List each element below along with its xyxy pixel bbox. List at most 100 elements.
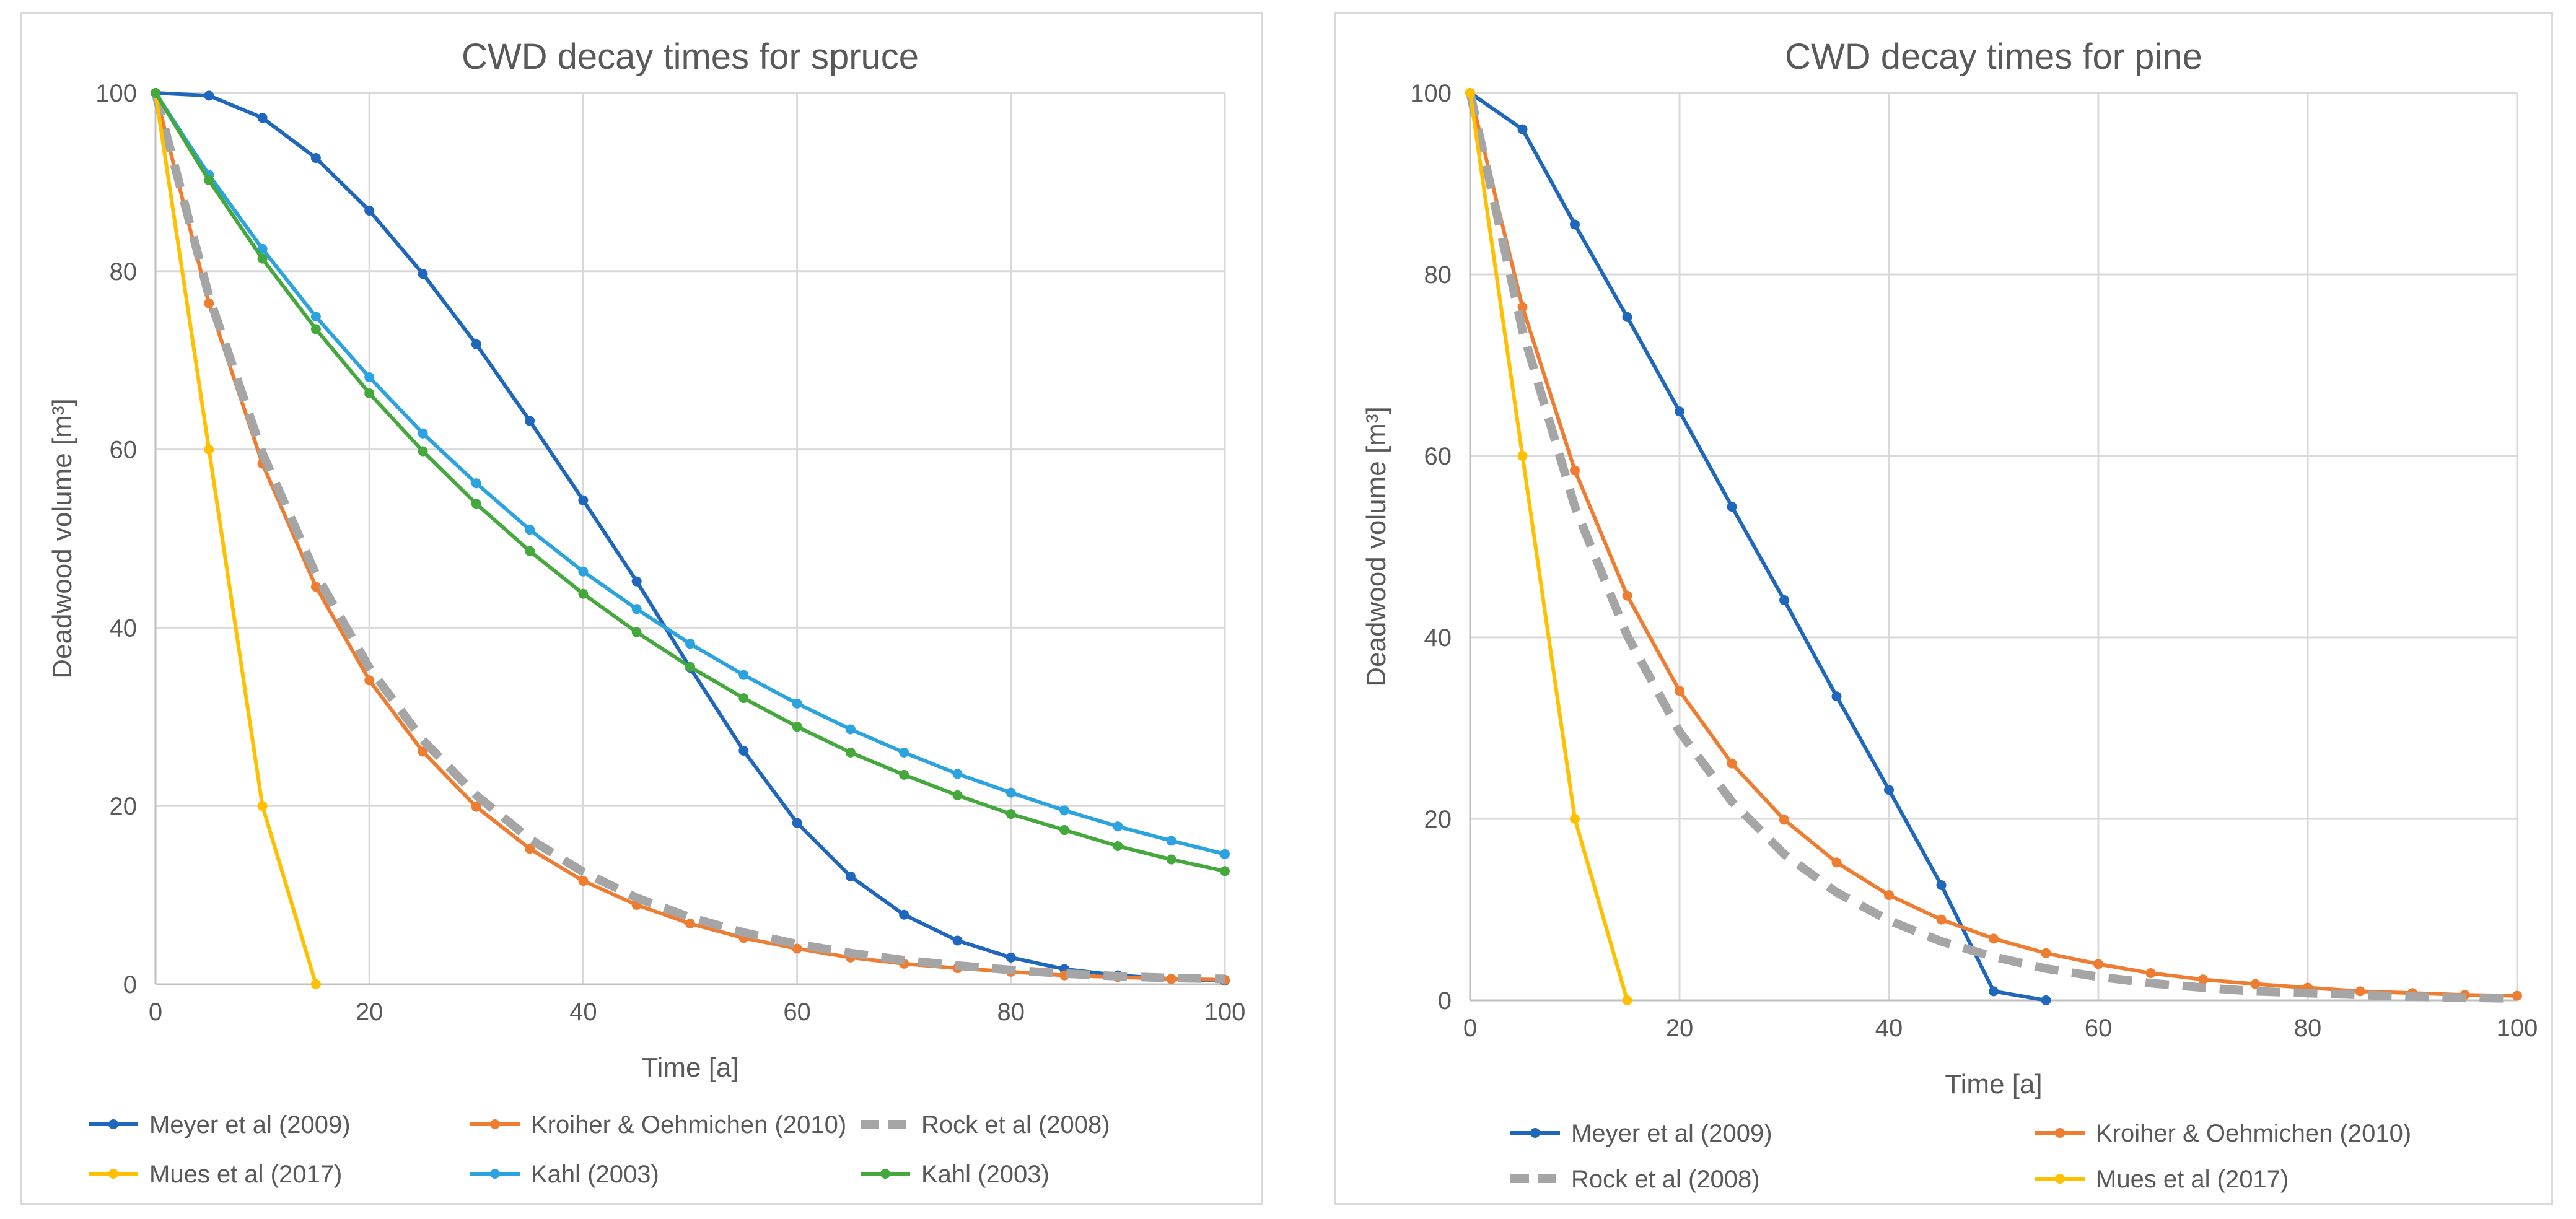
data-point: [1675, 406, 1684, 417]
data-point: [792, 818, 802, 828]
data-point: [1884, 890, 1894, 901]
data-point: [364, 205, 375, 216]
series-line-0: [154, 91, 1227, 983]
y-tick-label: 100: [95, 80, 137, 107]
legend-label: Kahl (2003): [531, 1161, 659, 1188]
data-point: [257, 243, 268, 254]
data-point: [738, 670, 749, 680]
data-point: [525, 844, 535, 854]
legend-swatch-marker: [880, 1169, 890, 1179]
x-tick-label: 80: [997, 998, 1025, 1026]
data-point: [1005, 809, 1016, 819]
y-tick-label: 40: [1424, 624, 1452, 652]
legend-label: Kahl (2003): [921, 1161, 1049, 1188]
chart-title: CWD decay times for pine: [1785, 37, 2202, 77]
data-point: [310, 153, 321, 164]
legend-label: Kroiher & Oehmichen (2010): [531, 1111, 846, 1138]
data-point: [792, 943, 802, 954]
x-tick-label: 100: [1204, 998, 1246, 1026]
data-point: [738, 745, 749, 756]
data-point: [2355, 986, 2365, 997]
legend-swatch-marker: [1530, 1128, 1540, 1138]
data-point: [952, 790, 963, 800]
data-point: [1936, 880, 1947, 890]
data-point: [685, 919, 695, 929]
series-line-1: [154, 91, 1227, 982]
data-point: [845, 747, 856, 758]
data-point: [1779, 815, 1789, 825]
series-line-2: [151, 92, 1225, 984]
data-point: [1517, 124, 1528, 134]
data-point: [792, 722, 802, 732]
data-point: [364, 372, 375, 383]
data-point: [204, 444, 214, 455]
data-point: [631, 604, 642, 614]
data-point: [1989, 986, 1999, 997]
data-point: [1675, 686, 1684, 696]
data-point: [1517, 451, 1528, 461]
data-point: [1166, 974, 1176, 984]
data-point: [2198, 974, 2208, 985]
data-point: [1059, 825, 1070, 836]
data-point: [1570, 219, 1580, 230]
data-point: [899, 769, 909, 780]
series-line-3: [154, 91, 318, 986]
data-point: [685, 639, 695, 649]
data-point: [845, 724, 856, 735]
data-point: [1465, 88, 1475, 98]
data-point: [1113, 821, 1123, 832]
data-point: [1220, 849, 1230, 859]
x-tick-label: 0: [149, 998, 162, 1026]
y-tick-label: 20: [1424, 806, 1452, 833]
data-point: [952, 935, 963, 946]
data-point: [525, 416, 535, 426]
data-point: [1989, 933, 1999, 944]
x-tick-label: 100: [2497, 1015, 2538, 1042]
data-point: [257, 253, 268, 264]
y-tick-label: 0: [1438, 987, 1452, 1015]
data-point: [151, 88, 160, 98]
legend-label: Kroiher & Oehmichen (2010): [2096, 1120, 2411, 1147]
data-point: [257, 801, 268, 811]
data-point: [1727, 758, 1737, 769]
data-point: [1166, 854, 1176, 865]
data-point: [204, 90, 214, 101]
data-point: [1831, 691, 1842, 702]
x-tick-label: 80: [2294, 1015, 2322, 1042]
y-axis-label: Deadwood volume [m³]: [1361, 406, 1391, 686]
data-point: [310, 979, 321, 989]
data-point: [471, 339, 481, 349]
data-point: [257, 113, 268, 123]
data-point: [471, 499, 481, 509]
data-point: [310, 582, 321, 592]
data-point: [578, 495, 589, 505]
x-tick-label: 60: [783, 998, 811, 1026]
data-point: [1622, 590, 1632, 601]
data-point: [738, 693, 749, 704]
data-point: [418, 428, 428, 439]
data-point: [310, 312, 321, 322]
data-point: [2093, 959, 2103, 969]
data-point: [1622, 312, 1632, 322]
data-point: [418, 746, 428, 757]
legend-swatch-marker: [2055, 1128, 2065, 1138]
data-point: [1570, 465, 1580, 476]
data-point: [1831, 857, 1842, 868]
data-point: [631, 627, 642, 637]
data-point: [525, 546, 535, 556]
data-point: [1005, 787, 1016, 798]
series-line-5: [154, 91, 1227, 873]
data-point: [204, 298, 214, 308]
y-tick-label: 100: [1410, 80, 1452, 107]
y-tick-label: 80: [110, 258, 138, 286]
data-point: [1779, 595, 1789, 605]
data-point: [578, 588, 589, 599]
x-tick-label: 40: [1875, 1015, 1903, 1042]
data-point: [1570, 814, 1580, 824]
x-tick-label: 0: [1463, 1015, 1477, 1042]
legend-swatch-marker: [108, 1119, 118, 1129]
data-point: [1220, 866, 1230, 876]
legend-label: Rock et al (2008): [1571, 1166, 1760, 1193]
data-point: [578, 876, 589, 886]
legend-label: Mues et al (2017): [149, 1161, 342, 1188]
